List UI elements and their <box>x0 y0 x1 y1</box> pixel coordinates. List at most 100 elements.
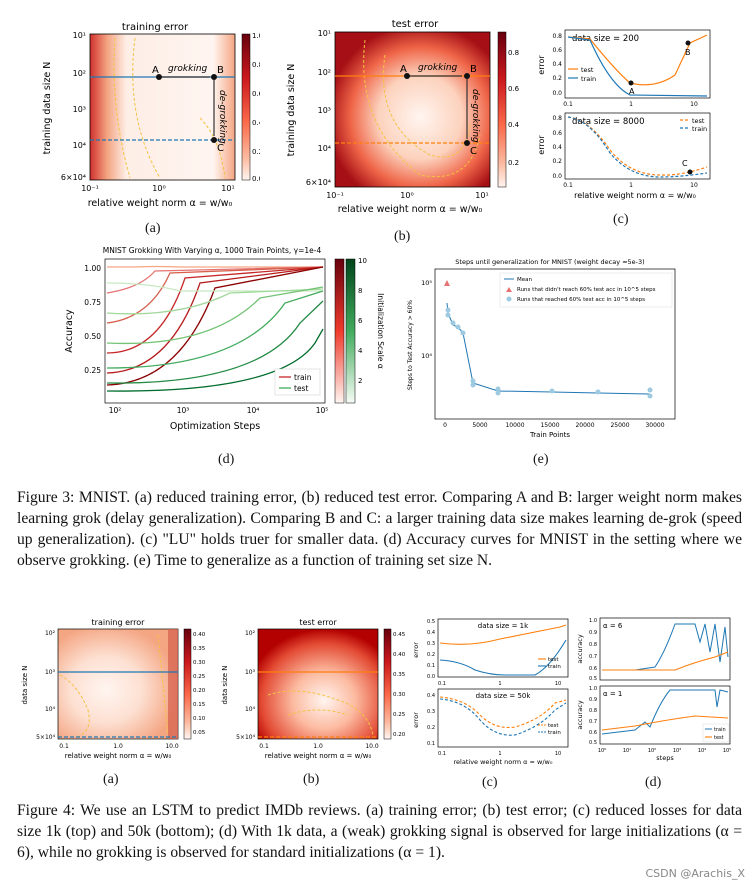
xtick: 10 <box>690 182 698 189</box>
xlabel: Train Points <box>529 431 570 439</box>
cbar-tick: 0.20 <box>393 732 406 738</box>
legend-mean: Mean <box>517 277 532 283</box>
xtick: 10⁻¹ <box>326 191 344 200</box>
xtick: 10² <box>109 406 122 415</box>
fig4-label-a: (a) <box>103 772 119 787</box>
fig4-label-b: (b) <box>303 772 320 787</box>
cbar-tick: 0.35 <box>193 646 206 652</box>
legend-test: test <box>548 723 559 729</box>
watermark: CSDN @Arachis_X <box>645 867 746 880</box>
xtick: 10⁵ <box>723 748 731 754</box>
ylabel: error <box>412 642 420 658</box>
legend-train: train <box>581 75 596 83</box>
cbar-tick: 0.25 <box>393 712 406 718</box>
point-b <box>685 40 691 46</box>
ytick: 0.6 <box>552 130 562 137</box>
colorbar <box>241 33 251 181</box>
cbar-tick: 0.0 <box>252 175 260 183</box>
train-curve <box>439 639 567 676</box>
xtick: 5000 <box>472 422 487 429</box>
xtick: 1.0 <box>313 743 323 750</box>
xtick: 10⁵ <box>316 406 329 415</box>
reached-point <box>647 387 653 393</box>
top-title: data size = 200 <box>572 34 639 44</box>
train-curve <box>106 266 324 374</box>
train-curve <box>106 266 324 324</box>
cbar-tick: 0.6 <box>252 90 260 98</box>
ytick: 5×10⁴ <box>236 734 255 741</box>
contour-line <box>132 37 161 179</box>
legend-swatch-unreached <box>506 287 512 292</box>
fig3-label-c: (c) <box>613 212 629 227</box>
reached-point <box>455 324 461 330</box>
ytick: 0.9 <box>589 630 597 636</box>
ytick: 10³ <box>245 669 256 676</box>
xlabel: relative weight norm α = w/w₀ <box>65 752 172 760</box>
grokking-label: grokking <box>418 63 458 73</box>
reached-point <box>647 393 653 399</box>
ytick: 0.0 <box>552 90 562 97</box>
train-curve <box>106 266 324 354</box>
ylabel: training data size N <box>286 64 297 157</box>
colorbar <box>383 628 392 740</box>
ytick: 0.0 <box>427 674 435 680</box>
xlabel: relative weight norm α = w/w₀ <box>338 204 483 215</box>
degrokking-label: de-grokking <box>217 90 227 144</box>
ytick: 0.8 <box>552 33 562 40</box>
ytick: 0.4 <box>427 630 435 636</box>
xtick: 10¹ <box>221 184 234 193</box>
test-curve <box>106 300 324 384</box>
xtick: 1 <box>498 751 501 757</box>
cbar-tick: 0.20 <box>193 688 206 694</box>
ylabel: error <box>412 712 420 728</box>
cbar-tick: 0.25 <box>193 674 206 680</box>
ytick: 0.6 <box>589 730 597 736</box>
train-curve <box>602 623 729 671</box>
ytick: 6×10⁴ <box>61 173 86 182</box>
xlabel: relative weight norm α = w/w₀ <box>88 198 233 209</box>
ytick: 0.5 <box>589 740 597 746</box>
ytick: 10² <box>245 630 256 637</box>
xtick: 1 <box>498 681 501 687</box>
point-label-b: B <box>470 64 477 75</box>
ytick: 1.0 <box>589 618 597 624</box>
ytick: 1.0 <box>589 686 597 692</box>
ytick: 0.8 <box>589 642 597 648</box>
point-label-a: A <box>629 87 635 96</box>
ytick: 0.1 <box>427 663 435 669</box>
legend-train: train <box>714 727 726 733</box>
xtick: 0 <box>443 422 447 429</box>
legend-box <box>274 368 321 396</box>
contour-line <box>157 634 169 736</box>
xtick: 0.1 <box>259 743 269 750</box>
colorbar-label: Initialization Scale α <box>376 293 385 369</box>
xtick: 10³ <box>177 406 190 415</box>
point-a <box>628 80 634 86</box>
train-curve <box>567 36 708 97</box>
legend-test: test <box>714 735 724 741</box>
xlabel: relative weight norm α = w/w₀ <box>574 191 696 200</box>
ytick: 0.8 <box>552 115 562 122</box>
cbar-tick: 0.8 <box>252 61 260 69</box>
bottom-title: α = 1 <box>603 690 622 698</box>
fig3-panel-d: MNIST Grokking With Varying α, 1000 Trai… <box>64 246 385 432</box>
cbar-tick: 2 <box>358 377 362 385</box>
xtick: 10.0 <box>165 743 179 750</box>
test-curve <box>602 651 729 671</box>
reached-point <box>595 389 601 395</box>
test-curve <box>106 282 323 292</box>
point-a <box>404 73 410 79</box>
xtick: 0.1 <box>438 751 446 757</box>
point-b <box>464 73 470 79</box>
ytick: 0.4 <box>427 693 435 699</box>
train-curve <box>106 266 324 294</box>
heatmap <box>57 628 179 740</box>
xtick: 10¹ <box>623 748 631 754</box>
point-label-c: C <box>217 143 224 154</box>
fig4-panel-c: data size = 1k test train 0.5 0.4 0.3 0.… <box>412 618 569 766</box>
point-c <box>687 169 693 175</box>
xtick: 25000 <box>610 422 629 429</box>
ytick: 1.00 <box>84 264 101 273</box>
reached-point <box>445 307 451 313</box>
top-axes <box>437 618 569 678</box>
